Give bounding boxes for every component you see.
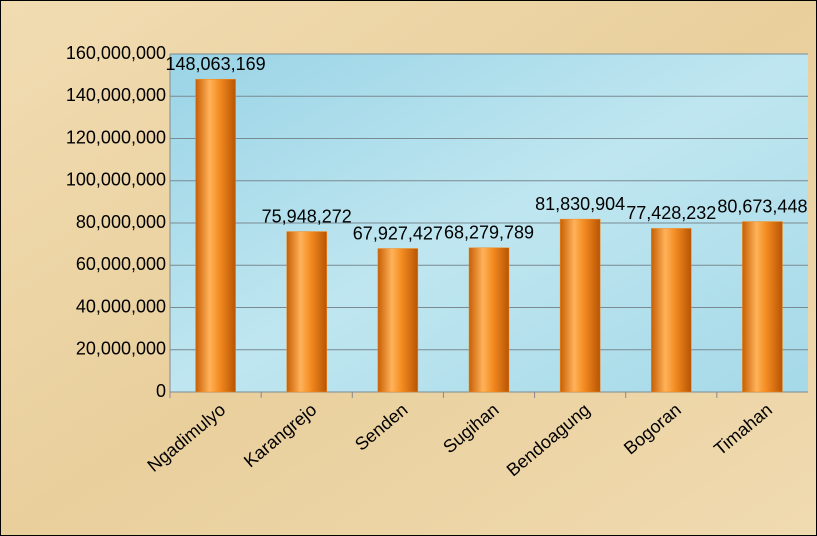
bar xyxy=(559,218,601,393)
data-label: 77,428,232 xyxy=(626,203,716,223)
data-label: 80,673,448 xyxy=(717,196,807,216)
y-tick-label: 60,000,000 xyxy=(76,254,166,274)
y-tick-label: 160,000,000 xyxy=(66,43,166,63)
data-label: 148,063,169 xyxy=(166,54,266,74)
y-tick-label: 0 xyxy=(156,381,166,401)
bar xyxy=(468,247,510,393)
data-label: 75,948,272 xyxy=(262,206,352,226)
y-tick-label: 100,000,000 xyxy=(66,170,166,190)
y-tick-label: 80,000,000 xyxy=(76,212,166,232)
y-tick-label: 40,000,000 xyxy=(76,296,166,316)
bar xyxy=(377,248,419,393)
y-tick-label: 120,000,000 xyxy=(66,127,166,147)
bar xyxy=(651,228,692,393)
bar xyxy=(195,78,236,393)
bar xyxy=(742,221,783,393)
data-label: 81,830,904 xyxy=(535,194,625,214)
data-label: 67,927,427 xyxy=(353,223,443,243)
bar xyxy=(286,231,327,393)
data-label: 68,279,789 xyxy=(444,223,534,243)
y-tick-label: 140,000,000 xyxy=(66,85,166,105)
y-tick-label: 20,000,000 xyxy=(76,339,166,359)
